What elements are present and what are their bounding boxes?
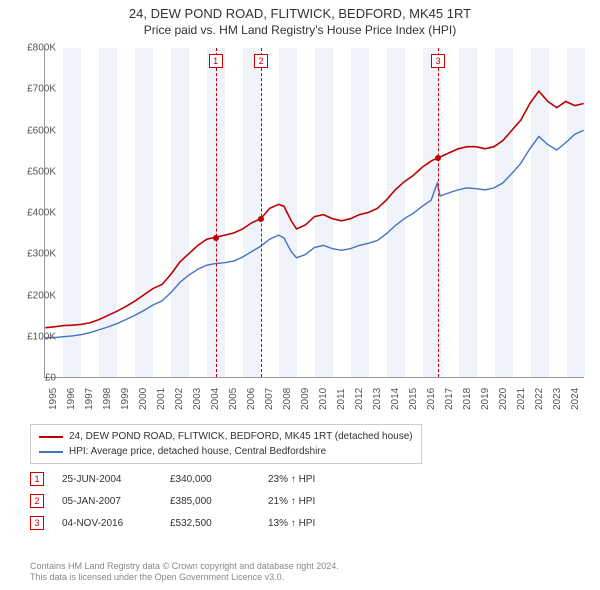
- legend-label-series2: HPI: Average price, detached house, Cent…: [69, 444, 326, 459]
- transaction-row-date: 04-NOV-2016: [62, 518, 152, 529]
- x-tick-label: 2002: [174, 388, 185, 410]
- x-tick-label: 2001: [156, 388, 167, 410]
- transaction-row-date: 25-JUN-2004: [62, 474, 152, 485]
- transactions-table: 1 25-JUN-2004 £340,000 23% ↑ HPI 2 05-JAN-200…: [30, 468, 358, 534]
- x-tick-label: 2023: [552, 388, 563, 410]
- legend-swatch-series1: [39, 436, 63, 438]
- footer-line1: Contains HM Land Registry data © Crown c…: [30, 561, 339, 573]
- x-tick-label: 2010: [318, 388, 329, 410]
- x-tick-label: 2021: [516, 388, 527, 410]
- x-tick-label: 2020: [498, 388, 509, 410]
- transaction-label-box: 3: [431, 54, 445, 68]
- x-tick-label: 2016: [426, 388, 437, 410]
- x-tick-label: 2024: [570, 388, 581, 410]
- legend-swatch-series2: [39, 451, 63, 453]
- y-tick-label: £100K: [27, 331, 56, 342]
- x-tick-label: 1995: [48, 388, 59, 410]
- transaction-vline: [438, 48, 439, 377]
- transaction-row: 3 04-NOV-2016 £532,500 13% ↑ HPI: [30, 512, 358, 534]
- x-tick-label: 2009: [300, 388, 311, 410]
- footer-line2: This data is licensed under the Open Gov…: [30, 572, 339, 584]
- y-tick-label: £0: [45, 373, 56, 384]
- transaction-row-number: 1: [30, 472, 44, 486]
- transaction-row-pct: 23% ↑ HPI: [268, 474, 358, 485]
- y-tick-label: £700K: [27, 84, 56, 95]
- x-tick-label: 2011: [336, 388, 347, 410]
- legend: 24, DEW POND ROAD, FLITWICK, BEDFORD, MK…: [30, 424, 422, 464]
- transaction-row: 1 25-JUN-2004 £340,000 23% ↑ HPI: [30, 468, 358, 490]
- x-tick-label: 2003: [192, 388, 203, 410]
- chart-title-line1: 24, DEW POND ROAD, FLITWICK, BEDFORD, MK…: [0, 6, 600, 23]
- x-tick-label: 1999: [120, 388, 131, 410]
- x-tick-label: 1996: [66, 388, 77, 410]
- x-tick-label: 2017: [444, 388, 455, 410]
- line-series-svg: [45, 48, 584, 377]
- x-tick-label: 2004: [210, 388, 221, 410]
- chart-container: 24, DEW POND ROAD, FLITWICK, BEDFORD, MK…: [0, 0, 600, 590]
- y-tick-label: £600K: [27, 125, 56, 136]
- y-tick-label: £200K: [27, 290, 56, 301]
- transaction-row-price: £532,500: [170, 518, 250, 529]
- chart-title-line2: Price paid vs. HM Land Registry's House …: [0, 23, 600, 39]
- transaction-row-price: £340,000: [170, 474, 250, 485]
- legend-row-series2: HPI: Average price, detached house, Cent…: [39, 444, 413, 459]
- x-tick-label: 1998: [102, 388, 113, 410]
- transaction-label-box: 1: [209, 54, 223, 68]
- x-tick-label: 2015: [408, 388, 419, 410]
- y-tick-label: £800K: [27, 43, 56, 54]
- y-tick-label: £300K: [27, 249, 56, 260]
- x-tick-label: 2008: [282, 388, 293, 410]
- plot-area: 1 2 3: [44, 48, 584, 378]
- transaction-row-number: 2: [30, 494, 44, 508]
- transaction-vline: [261, 48, 262, 377]
- x-tick-label: 2014: [390, 388, 401, 410]
- transaction-marker: [435, 155, 441, 161]
- x-tick-label: 2006: [246, 388, 257, 410]
- transaction-row: 2 05-JAN-2007 £385,000 21% ↑ HPI: [30, 490, 358, 512]
- x-tick-label: 2019: [480, 388, 491, 410]
- series-price_paid: [45, 91, 583, 327]
- x-tick-label: 2007: [264, 388, 275, 410]
- transaction-vline: [216, 48, 217, 377]
- attribution-footer: Contains HM Land Registry data © Crown c…: [30, 561, 339, 584]
- transaction-marker: [213, 235, 219, 241]
- x-tick-label: 1997: [84, 388, 95, 410]
- x-tick-label: 2018: [462, 388, 473, 410]
- y-tick-label: £500K: [27, 166, 56, 177]
- x-tick-label: 2022: [534, 388, 545, 410]
- legend-row-series1: 24, DEW POND ROAD, FLITWICK, BEDFORD, MK…: [39, 429, 413, 444]
- transaction-row-pct: 21% ↑ HPI: [268, 496, 358, 507]
- transaction-label-box: 2: [254, 54, 268, 68]
- x-tick-label: 2012: [354, 388, 365, 410]
- transaction-row-number: 3: [30, 516, 44, 530]
- x-tick-label: 2000: [138, 388, 149, 410]
- legend-label-series1: 24, DEW POND ROAD, FLITWICK, BEDFORD, MK…: [69, 429, 413, 444]
- transaction-marker: [258, 216, 264, 222]
- transaction-row-pct: 13% ↑ HPI: [268, 518, 358, 529]
- y-tick-label: £400K: [27, 208, 56, 219]
- transaction-row-price: £385,000: [170, 496, 250, 507]
- transaction-row-date: 05-JAN-2007: [62, 496, 152, 507]
- x-tick-label: 2005: [228, 388, 239, 410]
- x-tick-label: 2013: [372, 388, 383, 410]
- title-block: 24, DEW POND ROAD, FLITWICK, BEDFORD, MK…: [0, 0, 600, 38]
